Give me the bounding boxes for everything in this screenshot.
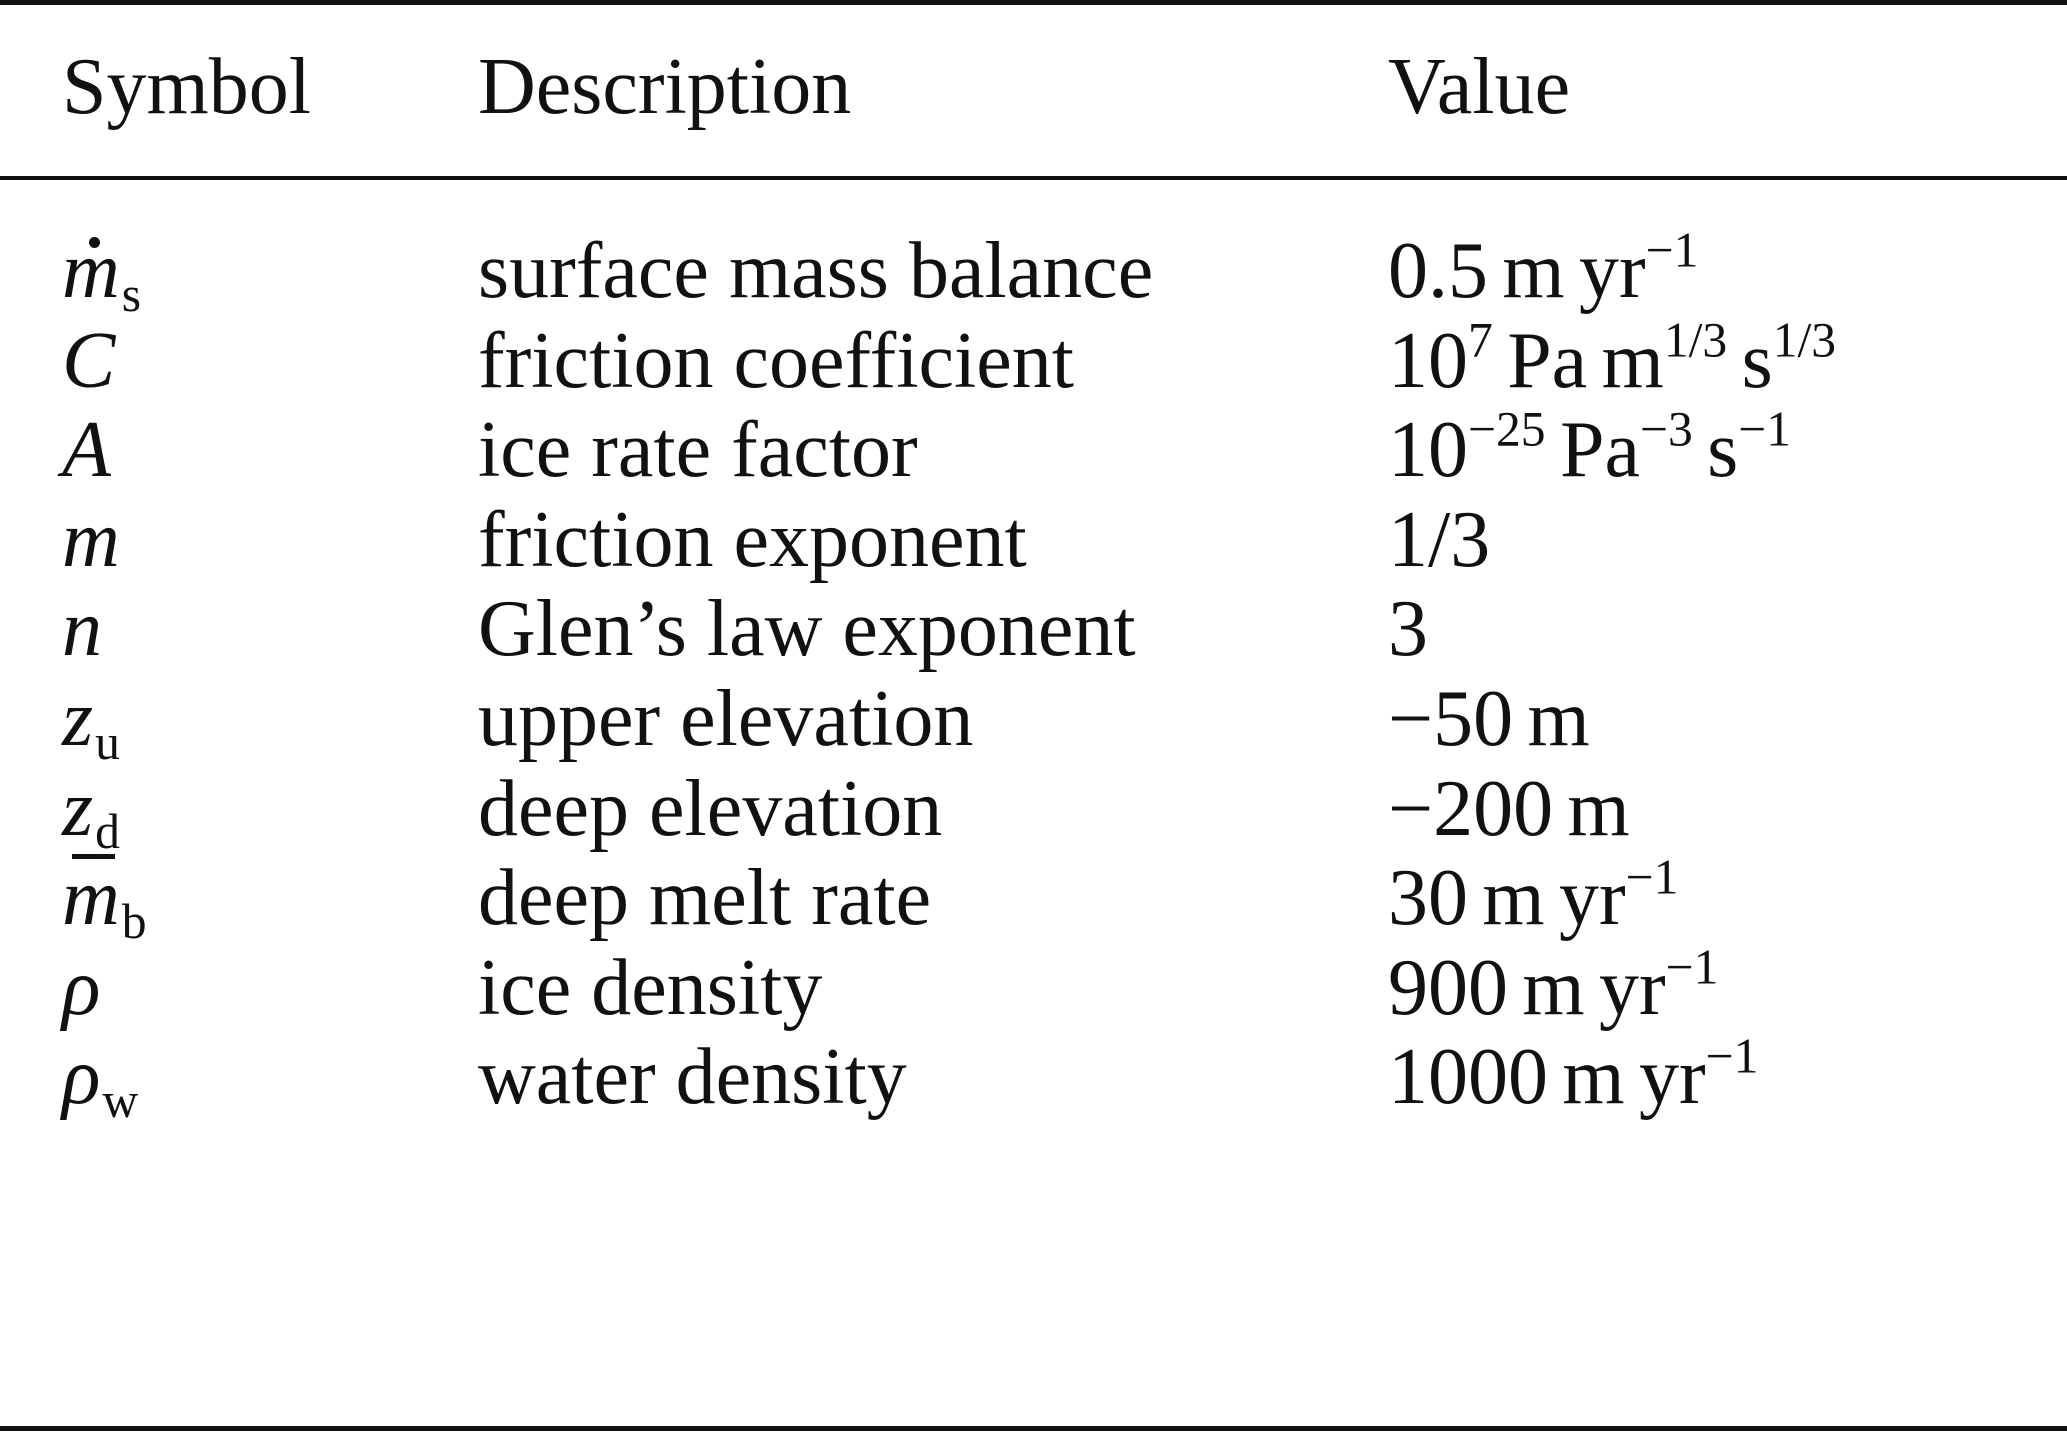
- table-top-rule: [0, 0, 2067, 5]
- value-exponent: 7: [1468, 311, 1493, 367]
- symbol-base: z: [62, 675, 94, 763]
- symbol-base: ρ: [62, 1033, 101, 1122]
- table-row: zd deep elevation −200 m: [0, 749, 2067, 869]
- value-text: yr: [1579, 227, 1646, 315]
- symbol-base: m: [62, 495, 120, 584]
- table-header-row: Symbol Description Value: [0, 27, 2067, 147]
- value-text: 1000: [1388, 1033, 1548, 1122]
- value-cell: −200 m: [1388, 749, 1630, 869]
- value-cell: −50 m: [1388, 659, 1590, 779]
- header-description: Description: [478, 43, 852, 131]
- table-header-rule: [0, 176, 2067, 180]
- symbol-cell: ρ: [62, 928, 100, 1048]
- value-cell: 30 m yr−1: [1388, 838, 1678, 958]
- value-exponent: −1: [1625, 849, 1679, 905]
- value-text: m: [1527, 675, 1590, 763]
- description-cell: upper elevation: [478, 675, 974, 763]
- value-exponent: −25: [1468, 401, 1546, 457]
- symbol-base: A: [62, 406, 111, 495]
- value-cell: 0.5 m yr−1: [1388, 211, 1698, 331]
- symbol-cell: C: [62, 301, 115, 421]
- table-row: ρw water density 1000 m yr−1: [0, 1017, 2067, 1137]
- value-exponent: −1: [1738, 401, 1792, 457]
- table-row: n Glen’s law exponent 3: [0, 569, 2067, 689]
- symbol-cell: ms: [62, 211, 141, 331]
- value-exponent: −1: [1645, 222, 1699, 278]
- table-row: ms surface mass balance 0.5 m yr−1: [0, 211, 2067, 331]
- value-text: Pa: [1507, 316, 1588, 405]
- value-exponent: 1/3: [1772, 311, 1837, 367]
- value-text: m: [1567, 764, 1630, 853]
- description-cell: Glen’s law exponent: [478, 585, 1136, 674]
- table-row: mb deep melt rate 30 m yr−1: [0, 838, 2067, 958]
- value-text: 10: [1388, 316, 1468, 405]
- value-text: 10: [1388, 406, 1468, 495]
- description-cell: deep melt rate: [478, 854, 932, 943]
- value-cell: 10−25 Pa−3 s−1: [1388, 390, 1791, 510]
- value-text: yr: [1559, 854, 1626, 943]
- value-text: 0.5: [1388, 227, 1488, 315]
- value-text: m: [1562, 1033, 1625, 1122]
- value-text: s: [1707, 406, 1739, 495]
- table-bottom-rule: [0, 1426, 2067, 1431]
- value-cell: 1000 m yr−1: [1388, 1017, 1758, 1137]
- value-text: 1/3: [1388, 495, 1491, 584]
- value-text: s: [1741, 316, 1773, 405]
- symbol-cell: n: [62, 569, 102, 689]
- value-cell: 3: [1388, 569, 1428, 689]
- symbol-cell: m: [62, 480, 120, 600]
- description-cell: ice density: [478, 943, 823, 1032]
- value-text: m: [1482, 854, 1545, 943]
- symbol-cell: A: [62, 390, 111, 510]
- symbol-cell: ρw: [62, 1017, 138, 1137]
- value-text: yr: [1639, 1033, 1706, 1122]
- header-symbol: Symbol: [62, 43, 311, 131]
- description-cell: surface mass balance: [478, 227, 1154, 315]
- symbol-subscript: w: [102, 1073, 139, 1129]
- symbol-cell: mb: [62, 838, 147, 958]
- symbol-cell: zu: [62, 659, 120, 779]
- value-exponent: −1: [1705, 1028, 1759, 1084]
- value-text: −200: [1388, 764, 1554, 853]
- value-cell: 1/3: [1388, 480, 1490, 600]
- value-exponent: −1: [1665, 939, 1719, 995]
- value-text: m: [1601, 316, 1664, 405]
- symbol-cell: zd: [62, 749, 120, 869]
- value-text: −50: [1388, 675, 1514, 763]
- description-cell: friction coefficient: [478, 316, 1075, 405]
- description-cell: friction exponent: [478, 495, 1027, 584]
- value-cell: 900 m yr−1: [1388, 928, 1718, 1048]
- table-row: m friction exponent 1/3: [0, 480, 2067, 600]
- description-cell: ice rate factor: [478, 406, 918, 495]
- symbol-subscript: b: [121, 894, 147, 950]
- symbol-base: z: [62, 764, 94, 853]
- description-cell: deep elevation: [478, 764, 943, 853]
- value-exponent: 1/3: [1663, 311, 1728, 367]
- header-value: Value: [1388, 43, 1571, 131]
- value-text: yr: [1599, 943, 1666, 1032]
- value-exponent: −3: [1639, 401, 1693, 457]
- symbol-base: n: [62, 585, 102, 674]
- value-cell: 107 Pa m1/3 s1/3: [1388, 301, 1836, 421]
- table-row: zu upper elevation −50 m: [0, 659, 2067, 779]
- symbol-subscript: u: [95, 714, 120, 770]
- description-cell: water density: [478, 1033, 907, 1122]
- symbol-base: m: [62, 211, 120, 331]
- symbol-base: m: [62, 838, 120, 958]
- value-text: 3: [1388, 585, 1428, 674]
- table-row: ρ ice density 900 m yr−1: [0, 928, 2067, 1048]
- value-text: m: [1522, 943, 1585, 1032]
- symbol-subscript: d: [95, 804, 120, 860]
- value-text: m: [1502, 227, 1565, 315]
- value-text: 30: [1388, 854, 1468, 943]
- value-text: 900: [1388, 943, 1508, 1032]
- symbol-base: C: [62, 316, 116, 405]
- symbol-base: ρ: [62, 943, 101, 1032]
- symbol-subscript: s: [121, 266, 142, 322]
- value-text: Pa: [1559, 406, 1640, 495]
